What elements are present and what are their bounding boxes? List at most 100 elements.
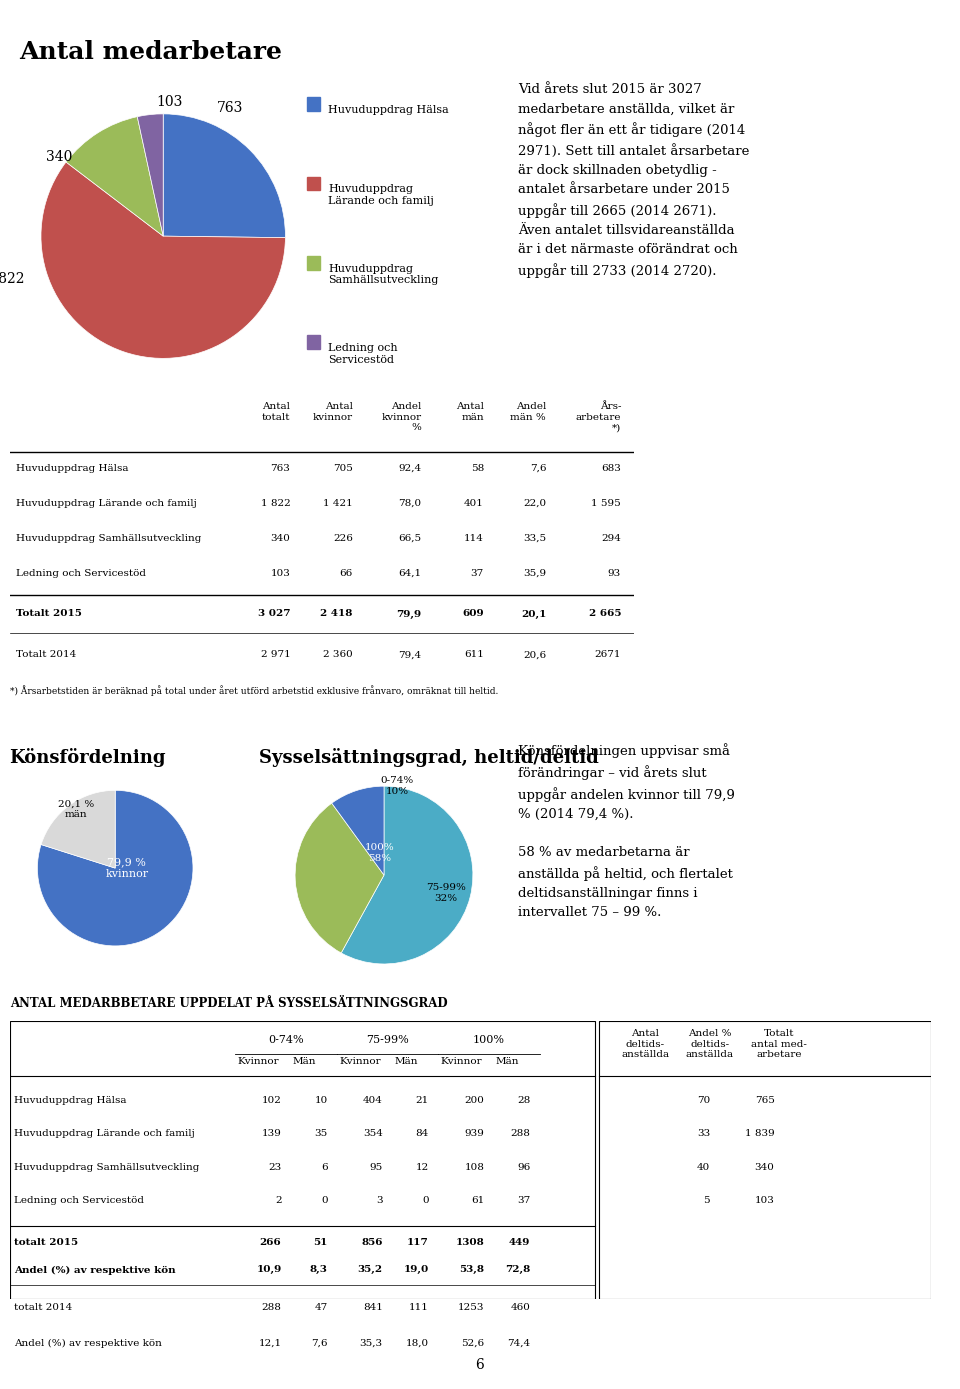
Text: Huvuduppdrag Hälsa: Huvuduppdrag Hälsa bbox=[328, 104, 449, 115]
Text: 609: 609 bbox=[462, 610, 484, 618]
Text: 35,9: 35,9 bbox=[523, 568, 546, 578]
Text: 70: 70 bbox=[697, 1096, 710, 1104]
Text: Andel (%) av respektive kön: Andel (%) av respektive kön bbox=[14, 1265, 176, 1275]
Text: Män: Män bbox=[495, 1057, 519, 1065]
Text: Vid årets slut 2015 är 3027
medarbetare anställda, vilket är
något fler än ett å: Vid årets slut 2015 är 3027 medarbetare … bbox=[518, 83, 750, 278]
Text: 2 360: 2 360 bbox=[324, 650, 353, 660]
Text: 84: 84 bbox=[416, 1129, 429, 1138]
Text: Könsfördelning: Könsfördelning bbox=[10, 747, 166, 767]
Text: 74,4: 74,4 bbox=[507, 1339, 530, 1347]
Text: 58: 58 bbox=[470, 464, 484, 472]
Text: Könsfördelningen uppvisar små
förändringar – vid årets slut
uppgår andelen kvinn: Könsfördelningen uppvisar små förändring… bbox=[518, 743, 735, 920]
Text: Ledning och Servicestöd: Ledning och Servicestöd bbox=[15, 568, 146, 578]
Text: 19,0: 19,0 bbox=[403, 1265, 429, 1274]
Wedge shape bbox=[332, 786, 384, 875]
Text: Andel (%) av respektive kön: Andel (%) av respektive kön bbox=[14, 1339, 162, 1349]
Bar bbox=[307, 176, 320, 190]
Bar bbox=[307, 97, 320, 111]
Wedge shape bbox=[137, 114, 163, 236]
Text: Antal
män: Antal män bbox=[456, 403, 484, 422]
Text: 449: 449 bbox=[509, 1238, 530, 1246]
Text: 51: 51 bbox=[313, 1238, 327, 1246]
Text: Totalt 2014: Totalt 2014 bbox=[15, 650, 76, 660]
Text: 96: 96 bbox=[517, 1163, 530, 1171]
Text: 7,6: 7,6 bbox=[530, 464, 546, 472]
Text: 37: 37 bbox=[517, 1196, 530, 1204]
Text: 7,6: 7,6 bbox=[311, 1339, 327, 1347]
Text: 23: 23 bbox=[268, 1163, 281, 1171]
Text: Huvuduppdrag Samhällsutveckling: Huvuduppdrag Samhällsutveckling bbox=[14, 1163, 200, 1171]
Text: 111: 111 bbox=[409, 1303, 429, 1311]
Text: 1 421: 1 421 bbox=[324, 499, 353, 507]
Text: 20,1: 20,1 bbox=[521, 610, 546, 618]
Text: Kvinnor: Kvinnor bbox=[339, 1057, 380, 1065]
Text: 35: 35 bbox=[314, 1129, 327, 1138]
Text: Antal medarbetare: Antal medarbetare bbox=[19, 40, 282, 64]
Text: 8,3: 8,3 bbox=[310, 1265, 327, 1274]
Text: Ledning och Servicestöd: Ledning och Servicestöd bbox=[14, 1196, 144, 1204]
Text: 103: 103 bbox=[755, 1196, 775, 1204]
Text: 0-74%: 0-74% bbox=[268, 1035, 304, 1045]
Text: 2 418: 2 418 bbox=[321, 610, 353, 618]
Text: Andel
män %: Andel män % bbox=[511, 403, 546, 422]
Text: 288: 288 bbox=[261, 1303, 281, 1311]
Text: 2: 2 bbox=[275, 1196, 281, 1204]
Text: 3 027: 3 027 bbox=[258, 610, 291, 618]
Wedge shape bbox=[41, 163, 285, 358]
Text: 266: 266 bbox=[260, 1238, 281, 1246]
Text: 47: 47 bbox=[314, 1303, 327, 1311]
Text: 1 839: 1 839 bbox=[745, 1129, 775, 1138]
Text: 139: 139 bbox=[261, 1129, 281, 1138]
Text: 92,4: 92,4 bbox=[398, 464, 421, 472]
Text: 93: 93 bbox=[608, 568, 621, 578]
Text: Antal
deltids-
anställda: Antal deltids- anställda bbox=[621, 1029, 669, 1058]
Wedge shape bbox=[341, 786, 473, 964]
Text: 1 595: 1 595 bbox=[591, 499, 621, 507]
Text: Huvuduppdrag Lärande och familj: Huvuduppdrag Lärande och familj bbox=[14, 1129, 195, 1138]
Text: 20,1 %
män: 20,1 % män bbox=[59, 800, 94, 820]
Text: Andel
kvinnor
%: Andel kvinnor % bbox=[381, 403, 421, 432]
Text: 354: 354 bbox=[363, 1129, 383, 1138]
Text: 79,9: 79,9 bbox=[396, 610, 421, 618]
Text: 66,5: 66,5 bbox=[398, 533, 421, 543]
Text: 75-99%
32%: 75-99% 32% bbox=[426, 883, 467, 903]
Text: 117: 117 bbox=[407, 1238, 429, 1246]
Text: 683: 683 bbox=[601, 464, 621, 472]
Text: 226: 226 bbox=[333, 533, 353, 543]
Text: 75-99%: 75-99% bbox=[366, 1035, 409, 1045]
Text: Kvinnor: Kvinnor bbox=[238, 1057, 279, 1065]
Text: 72,8: 72,8 bbox=[505, 1265, 530, 1274]
Text: 64,1: 64,1 bbox=[398, 568, 421, 578]
Text: 100%
58%: 100% 58% bbox=[365, 843, 395, 863]
Text: 18,0: 18,0 bbox=[406, 1339, 429, 1347]
Text: 100%: 100% bbox=[473, 1035, 505, 1045]
Text: Antal
kvinnor: Antal kvinnor bbox=[313, 403, 353, 422]
Text: 294: 294 bbox=[601, 533, 621, 543]
Text: 61: 61 bbox=[471, 1196, 484, 1204]
Bar bbox=[307, 256, 320, 269]
Text: 37: 37 bbox=[470, 568, 484, 578]
Text: 0-74%
10%: 0-74% 10% bbox=[381, 776, 414, 796]
Bar bbox=[307, 336, 320, 349]
Text: 12: 12 bbox=[416, 1163, 429, 1171]
Text: 10: 10 bbox=[314, 1096, 327, 1104]
Text: 114: 114 bbox=[464, 533, 484, 543]
Text: ANTAL MEDARBBETARE UPPDELAT PÅ SYSSELSÄTTNINGSGRAD: ANTAL MEDARBBETARE UPPDELAT PÅ SYSSELSÄT… bbox=[10, 997, 447, 1010]
Text: 1 822: 1 822 bbox=[0, 272, 24, 286]
Wedge shape bbox=[163, 114, 285, 238]
Text: 3: 3 bbox=[376, 1196, 383, 1204]
Text: Antal
totalt: Antal totalt bbox=[262, 403, 291, 422]
Text: 460: 460 bbox=[511, 1303, 530, 1311]
Text: Huvuduppdrag Lärande och familj: Huvuduppdrag Lärande och familj bbox=[15, 499, 197, 507]
Text: 20,6: 20,6 bbox=[523, 650, 546, 660]
Text: 763: 763 bbox=[217, 101, 244, 115]
Text: Huvuduppdrag
Samhällsutveckling: Huvuduppdrag Samhällsutveckling bbox=[328, 264, 439, 285]
Bar bbox=[599, 1021, 931, 1299]
Text: 0: 0 bbox=[321, 1196, 327, 1204]
Text: 1253: 1253 bbox=[458, 1303, 484, 1311]
Text: *) Årsarbetstiden är beräknad på total under året utförd arbetstid exklusive frå: *) Årsarbetstiden är beräknad på total u… bbox=[10, 685, 498, 696]
Text: 611: 611 bbox=[464, 650, 484, 660]
Text: Sysselsättningsgrad, heltid/deltid: Sysselsättningsgrad, heltid/deltid bbox=[259, 747, 599, 767]
Text: 6: 6 bbox=[321, 1163, 327, 1171]
Text: 79,4: 79,4 bbox=[398, 650, 421, 660]
